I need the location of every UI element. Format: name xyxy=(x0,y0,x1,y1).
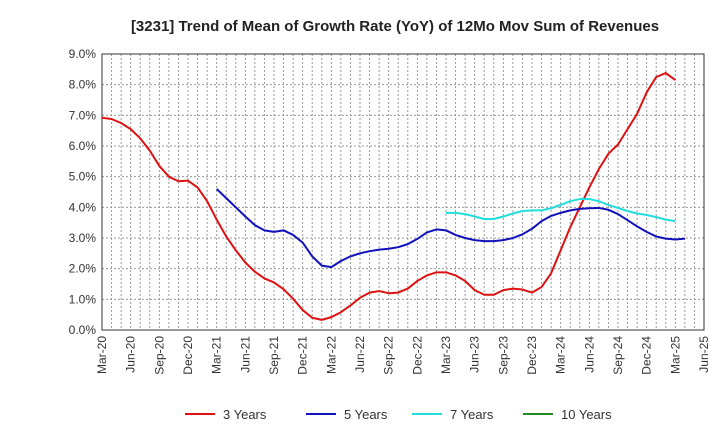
x-tick-label: Mar-25 xyxy=(668,336,682,374)
x-tick-label: Sep-24 xyxy=(611,336,625,375)
y-tick-label: 6.0% xyxy=(69,139,97,153)
x-tick-label: Dec-21 xyxy=(296,336,310,375)
series-line-7-years xyxy=(446,198,676,223)
chart-title: [3231] Trend of Mean of Growth Rate (YoY… xyxy=(131,18,659,35)
plot-area-frame xyxy=(101,53,705,331)
x-tick-label: Jun-24 xyxy=(582,336,596,373)
y-tick-label: 2.0% xyxy=(69,262,97,276)
series-lines xyxy=(101,72,685,321)
y-axis-tick-labels: 0.0% 1.0% 2.0% 3.0% 4.0% 5.0% 6.0% 7.0% 8.0% 9.0% xyxy=(69,47,97,337)
series-line-5-years xyxy=(215,188,685,269)
x-tick-label: Dec-22 xyxy=(410,336,424,375)
y-tick-label: 0.0% xyxy=(69,323,97,337)
x-tick-label: Dec-20 xyxy=(181,336,195,375)
x-tick-label: Sep-21 xyxy=(267,336,281,375)
y-tick-label: 9.0% xyxy=(69,47,97,61)
x-tick-label: Jun-23 xyxy=(468,336,482,373)
x-axis-tick-labels: Mar-20 Jun-20 Sep-20 Dec-20 Mar-21 Jun-21 Sep-… xyxy=(95,336,711,375)
x-tick-label: Mar-22 xyxy=(324,336,338,374)
legend-label: 10 Years xyxy=(561,407,612,422)
legend-label: 7 Years xyxy=(450,407,494,422)
y-tick-label: 7.0% xyxy=(69,108,97,122)
x-tick-label: Jun-22 xyxy=(353,336,367,373)
y-tick-label: 1.0% xyxy=(69,292,97,306)
legend-label: 3 Years xyxy=(223,407,267,422)
legend: 3 Years 5 Years 7 Years 10 Years xyxy=(185,407,612,422)
x-tick-label: Jun-21 xyxy=(238,336,252,373)
x-tick-label: Sep-23 xyxy=(496,336,510,375)
grid-lines xyxy=(102,54,704,330)
x-tick-label: Mar-20 xyxy=(95,336,109,374)
y-tick-label: 3.0% xyxy=(69,231,97,245)
y-tick-label: 4.0% xyxy=(69,200,97,214)
x-tick-label: Sep-20 xyxy=(152,336,166,375)
legend-label: 5 Years xyxy=(344,407,388,422)
x-tick-label: Mar-23 xyxy=(439,336,453,374)
x-tick-label: Jun-20 xyxy=(124,336,138,373)
x-tick-label: Jun-25 xyxy=(697,336,711,373)
x-tick-label: Dec-24 xyxy=(640,336,654,375)
x-tick-label: Dec-23 xyxy=(525,336,539,375)
x-tick-label: Sep-22 xyxy=(382,336,396,375)
x-tick-label: Mar-21 xyxy=(210,336,224,374)
series-line-3-years xyxy=(101,72,676,321)
x-tick-label: Mar-24 xyxy=(554,336,568,374)
y-tick-label: 8.0% xyxy=(69,78,97,92)
y-tick-label: 5.0% xyxy=(69,170,97,184)
